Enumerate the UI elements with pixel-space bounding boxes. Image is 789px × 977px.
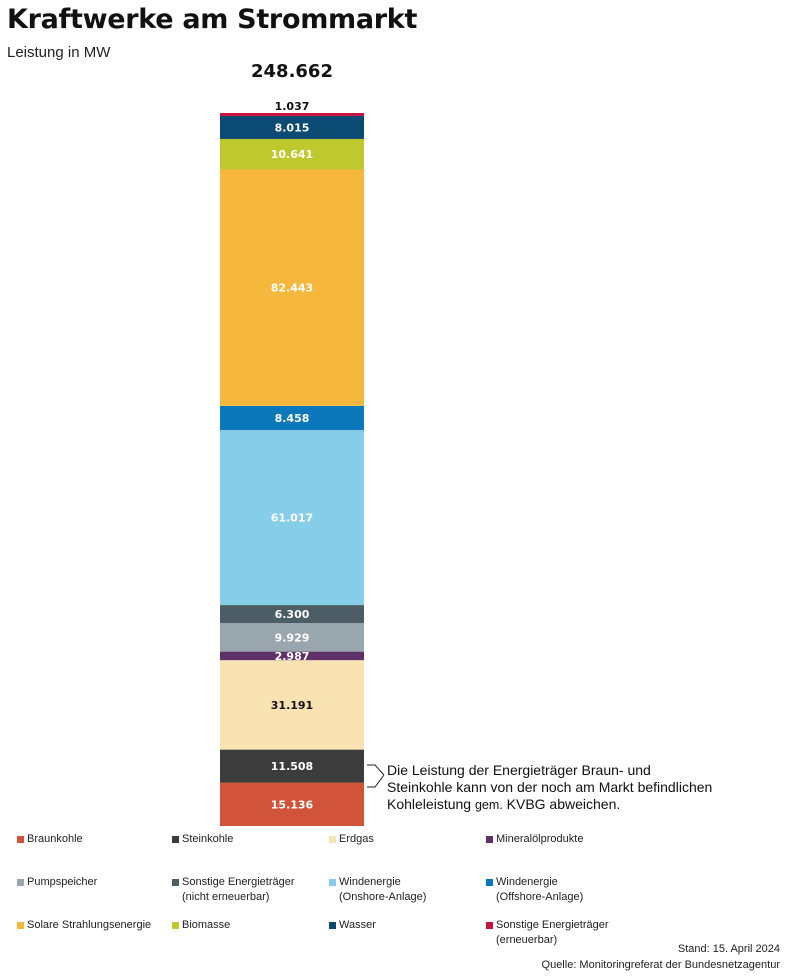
legend-swatch-2	[329, 836, 336, 843]
chart-subtitle: Leistung in MW	[7, 44, 111, 61]
annotation-line-3b: gem.	[474, 798, 503, 812]
legend-item-5: Sonstige Energieträger (nicht erneuerbar…	[172, 875, 295, 905]
legend-swatch-8	[17, 922, 24, 929]
legend-item-0: Braunkohle	[17, 832, 83, 847]
legend-swatch-6	[329, 879, 336, 886]
legend-label-7: Windenergie (Offshore-Anlage)	[496, 876, 584, 903]
legend-swatch-9	[172, 922, 179, 929]
legend-swatch-10	[329, 922, 336, 929]
bar-segment-9	[220, 138, 364, 170]
bar-segment-3	[220, 651, 364, 661]
segment-label-10: 8.015	[275, 121, 310, 134]
legend-item-4: Pumpspeicher	[17, 875, 97, 890]
bar-segment-4	[220, 623, 364, 652]
legend-label-4: Pumpspeicher	[27, 876, 98, 888]
legend-swatch-3	[486, 836, 493, 843]
footer-source: Quelle: Monitoringreferat der Bundesnetz…	[541, 959, 780, 971]
legend-label-8: Solare Strahlungsenergie	[27, 919, 152, 931]
legend-swatch-1	[172, 836, 179, 843]
annotation-bracket	[367, 764, 385, 788]
legend-label-9: Biomasse	[182, 919, 231, 931]
legend-swatch-11	[486, 922, 493, 929]
segment-label-2: 31.191	[271, 699, 313, 712]
annotation-line-3a: Kohleleistung	[387, 796, 472, 812]
bar-segment-6	[220, 430, 364, 606]
bar-segment-5	[220, 605, 364, 624]
legend-swatch-4	[17, 879, 24, 886]
bar-segment-8	[220, 169, 364, 406]
segment-label-11: 1.037	[275, 100, 310, 113]
footer-stand: Stand: 15. April 2024	[677, 943, 780, 955]
legend-swatch-0	[17, 836, 24, 843]
legend-label-11: Sonstige Energieträger (erneuerbar)	[496, 919, 609, 946]
legend-item-10: Wasser	[329, 918, 376, 933]
chart-title: Kraftwerke am Strommarkt	[7, 4, 418, 35]
legend-swatch-7	[486, 879, 493, 886]
segment-label-6: 61.017	[271, 512, 313, 525]
segment-label-5: 6.300	[275, 608, 310, 621]
legend-label-3: Mineralölprodukte	[496, 833, 584, 845]
bar-segment-1	[220, 749, 364, 783]
legend-item-1: Steinkohle	[172, 832, 233, 847]
segment-label-3: 2.987	[275, 650, 310, 663]
annotation-note: Die Leistung der Energieträger Braun- un…	[387, 762, 747, 814]
segment-label-0: 15.136	[271, 798, 314, 811]
segment-label-8: 82.443	[271, 282, 313, 295]
stacked-bar: 15.136 11.508 31.191 2.987 9.929 6.300 61.017 8…	[220, 100, 364, 826]
bar-segment-10	[220, 115, 364, 139]
segment-label-9: 10.641	[271, 148, 313, 161]
segment-label-4: 9.929	[275, 631, 310, 644]
annotation-line-1: Die Leistung der Energieträger Braun- un…	[387, 762, 651, 778]
segment-label-1: 11.508	[271, 760, 313, 773]
legend-item-3: Mineralölprodukte	[486, 832, 583, 847]
legend-label-2: Erdgas	[339, 833, 374, 845]
bar-segment-7	[220, 405, 364, 431]
legend-label-1: Steinkohle	[182, 833, 234, 845]
segment-label-7: 8.458	[275, 412, 310, 425]
legend-item-8: Solare Strahlungsenergie	[17, 918, 151, 933]
legend-label-0: Braunkohle	[27, 833, 83, 845]
legend-item-9: Biomasse	[172, 918, 230, 933]
annotation-line-2: Steinkohle kann von der noch am Markt be…	[387, 779, 713, 795]
bar-segment-11	[220, 113, 364, 116]
legend-label-6: Windenergie (Onshore-Anlage)	[339, 876, 427, 903]
annotation-line-3: Kohleleistung gem. KVBG abweichen.	[387, 796, 747, 814]
total-label: 248.662	[251, 61, 333, 82]
legend-label-10: Wasser	[339, 919, 376, 931]
legend-item-11: Sonstige Energieträger (erneuerbar)	[486, 918, 609, 948]
legend-item-2: Erdgas	[329, 832, 374, 847]
bar-segment-2	[220, 660, 364, 750]
legend-item-7: Windenergie (Offshore-Anlage)	[486, 875, 583, 905]
legend-label-5: Sonstige Energieträger (nicht erneuerbar…	[182, 876, 295, 903]
legend-item-6: Windenergie (Onshore-Anlage)	[329, 875, 426, 905]
legend-swatch-5	[172, 879, 179, 886]
annotation-line-3c: KVBG abweichen.	[506, 796, 621, 812]
bar-segment-0	[220, 782, 364, 826]
